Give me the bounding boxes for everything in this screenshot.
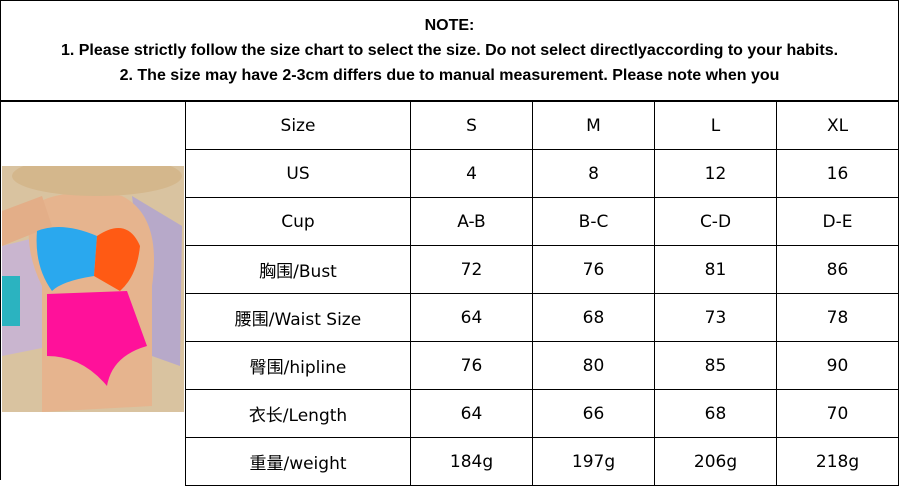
table-cell: 73 bbox=[654, 293, 777, 342]
table-cell: D-E bbox=[776, 197, 899, 246]
table-cell: M bbox=[532, 101, 655, 150]
note-line-1: 1. Please strictly follow the size chart… bbox=[60, 42, 839, 59]
table-cell: 66 bbox=[532, 389, 655, 438]
table-cell: 4 bbox=[410, 149, 533, 198]
row-label: 重量/weight bbox=[185, 437, 411, 486]
row-label: 臀围/hipline bbox=[185, 341, 411, 390]
note-title: NOTE: bbox=[424, 17, 475, 34]
table-cell: 16 bbox=[776, 149, 899, 198]
table-cell: 68 bbox=[532, 293, 655, 342]
table-row: Cup A-B B-C C-D D-E bbox=[185, 197, 899, 246]
table-cell: 86 bbox=[776, 245, 899, 294]
row-label: 腰围/Waist Size bbox=[185, 293, 411, 342]
table-row: 臀围/hipline 76 80 85 90 bbox=[185, 341, 899, 390]
table-cell: 206g bbox=[654, 437, 777, 486]
table-cell: 72 bbox=[410, 245, 533, 294]
table-cell: 197g bbox=[532, 437, 655, 486]
size-chart-table: Size S M L XL US 4 8 12 16 Cup A-B B-C C-D D-E 胸围/Bu… bbox=[185, 101, 899, 486]
table-cell: 76 bbox=[410, 341, 533, 390]
table-row: 重量/weight 184g 197g 206g 218g bbox=[185, 437, 899, 486]
row-label: Size bbox=[185, 101, 411, 150]
row-label: 胸围/Bust bbox=[185, 245, 411, 294]
table-cell: 78 bbox=[776, 293, 899, 342]
note-box: NOTE: 1. Please strictly follow the size… bbox=[0, 0, 899, 102]
table-row: Size S M L XL bbox=[185, 101, 899, 150]
product-photo bbox=[2, 166, 184, 412]
table-cell: 12 bbox=[654, 149, 777, 198]
row-label: Cup bbox=[185, 197, 411, 246]
table-cell: 90 bbox=[776, 341, 899, 390]
left-border bbox=[0, 101, 1, 480]
table-cell: B-C bbox=[532, 197, 655, 246]
table-cell: 218g bbox=[776, 437, 899, 486]
table-cell: 8 bbox=[532, 149, 655, 198]
table-cell: 64 bbox=[410, 293, 533, 342]
row-label: 衣长/Length bbox=[185, 389, 411, 438]
table-cell: L bbox=[654, 101, 777, 150]
table-cell: 64 bbox=[410, 389, 533, 438]
table-cell: 80 bbox=[532, 341, 655, 390]
table-cell: 184g bbox=[410, 437, 533, 486]
table-cell: C-D bbox=[654, 197, 777, 246]
table-cell: 76 bbox=[532, 245, 655, 294]
note-line-2: 2. The size may have 2-3cm differs due t… bbox=[119, 67, 780, 84]
table-cell: 85 bbox=[654, 341, 777, 390]
table-cell: 81 bbox=[654, 245, 777, 294]
row-label: US bbox=[185, 149, 411, 198]
table-row: 腰围/Waist Size 64 68 73 78 bbox=[185, 293, 899, 342]
table-row: 衣长/Length 64 66 68 70 bbox=[185, 389, 899, 438]
table-cell: A-B bbox=[410, 197, 533, 246]
table-row: 胸围/Bust 72 76 81 86 bbox=[185, 245, 899, 294]
table-row: US 4 8 12 16 bbox=[185, 149, 899, 198]
table-cell: 68 bbox=[654, 389, 777, 438]
table-cell: XL bbox=[776, 101, 899, 150]
table-cell: S bbox=[410, 101, 533, 150]
table-cell: 70 bbox=[776, 389, 899, 438]
